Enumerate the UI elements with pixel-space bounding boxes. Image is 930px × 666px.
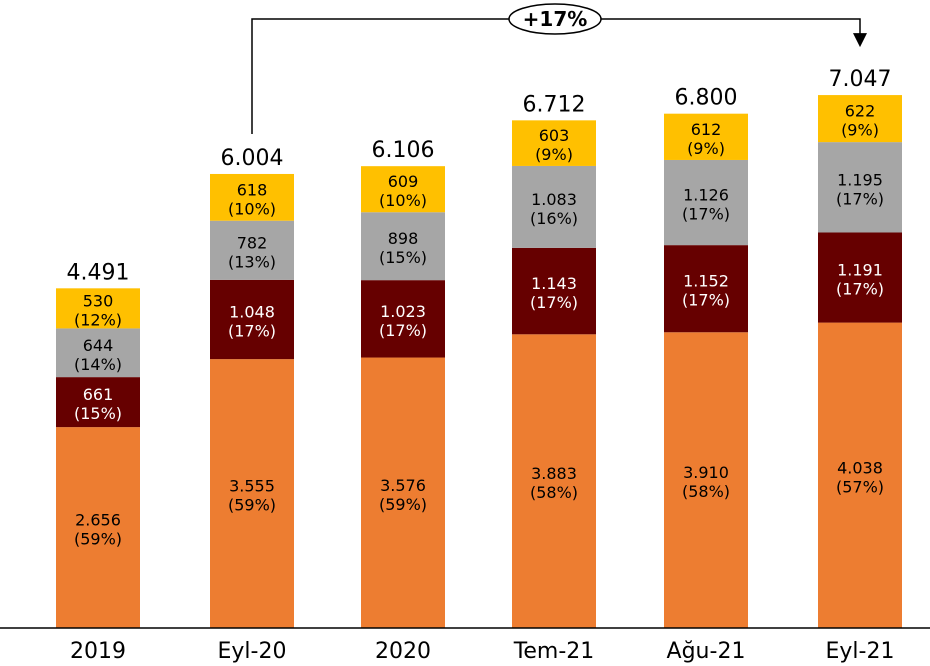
bar-segment bbox=[56, 288, 140, 329]
data-label-value: 3.910 bbox=[683, 463, 729, 482]
data-label-value: 603 bbox=[539, 126, 570, 145]
data-label-share: (59%) bbox=[379, 495, 427, 514]
data-label-share: (13%) bbox=[228, 252, 276, 271]
data-label-share: (17%) bbox=[228, 321, 276, 340]
data-label-value: 1.126 bbox=[683, 186, 729, 205]
growth-label: +17% bbox=[523, 7, 588, 31]
data-label-value: 1.152 bbox=[683, 272, 729, 291]
data-label-share: (58%) bbox=[682, 482, 730, 501]
data-label-value: 1.191 bbox=[837, 261, 883, 280]
category-label: Tem-21 bbox=[513, 639, 595, 664]
category-label: 2020 bbox=[375, 639, 431, 664]
category-label: Eyl-20 bbox=[218, 639, 287, 664]
bar-segment bbox=[664, 113, 748, 160]
bar-segment bbox=[361, 212, 445, 281]
data-label-share: (17%) bbox=[682, 291, 730, 310]
bar-segment bbox=[210, 173, 294, 221]
data-label-value: 1.083 bbox=[531, 190, 577, 209]
data-label-share: (17%) bbox=[836, 280, 884, 299]
data-label-value: 4.038 bbox=[837, 458, 883, 477]
data-label-value: 530 bbox=[83, 291, 114, 310]
data-label-value: 898 bbox=[388, 229, 419, 248]
bar-segment bbox=[210, 359, 294, 628]
category-label: 2019 bbox=[70, 639, 126, 664]
data-label-share: (17%) bbox=[530, 293, 578, 312]
bar-segment bbox=[818, 142, 902, 233]
total-label: 6.800 bbox=[675, 86, 738, 111]
data-label-value: 612 bbox=[691, 120, 722, 139]
bar-segment bbox=[361, 280, 445, 358]
bar-segment bbox=[512, 247, 596, 335]
bar-segment bbox=[361, 166, 445, 213]
data-label-share: (10%) bbox=[228, 199, 276, 218]
bar-segment bbox=[818, 95, 902, 143]
data-label-share: (16%) bbox=[530, 209, 578, 228]
data-label-share: (15%) bbox=[74, 404, 122, 423]
bar-segment bbox=[512, 165, 596, 248]
data-label-share: (57%) bbox=[836, 477, 884, 496]
data-label-share: (9%) bbox=[841, 121, 879, 140]
bar-segment bbox=[664, 159, 748, 246]
data-label-share: (10%) bbox=[379, 191, 427, 210]
data-label-share: (17%) bbox=[682, 205, 730, 224]
bar-segment bbox=[56, 328, 140, 378]
total-label: 4.491 bbox=[67, 260, 130, 285]
bar-segment bbox=[664, 245, 748, 333]
bar-segment bbox=[56, 427, 140, 628]
data-label-share: (59%) bbox=[228, 496, 276, 515]
bar-segment bbox=[56, 377, 140, 428]
category-label: Eyl-21 bbox=[826, 639, 895, 664]
total-label: 6.106 bbox=[372, 138, 435, 163]
data-label-value: 1.048 bbox=[229, 302, 275, 321]
bar-segment bbox=[361, 357, 445, 628]
total-label: 6.004 bbox=[221, 146, 284, 171]
growth-arrow-head bbox=[853, 33, 867, 48]
data-label-share: (12%) bbox=[74, 310, 122, 329]
data-label-share: (59%) bbox=[74, 530, 122, 549]
data-label-share: (58%) bbox=[530, 483, 578, 502]
data-label-value: 644 bbox=[83, 336, 114, 355]
data-label-value: 1.023 bbox=[380, 302, 426, 321]
bar-segment bbox=[512, 334, 596, 628]
data-label-share: (17%) bbox=[836, 189, 884, 208]
data-label-value: 3.883 bbox=[531, 464, 577, 483]
data-label-share: (9%) bbox=[687, 139, 725, 158]
total-label: 6.712 bbox=[523, 92, 586, 117]
data-label-share: (15%) bbox=[379, 248, 427, 267]
data-label-share: (9%) bbox=[535, 145, 573, 164]
bar-segment bbox=[210, 220, 294, 280]
data-label-value: 661 bbox=[83, 385, 114, 404]
total-label: 7.047 bbox=[829, 67, 892, 92]
growth-badge bbox=[508, 3, 602, 35]
bar-segment bbox=[818, 232, 902, 323]
category-label: Ağu-21 bbox=[667, 639, 746, 664]
bar-segment bbox=[512, 120, 596, 166]
data-label-value: 1.143 bbox=[531, 274, 577, 293]
data-label-share: (14%) bbox=[74, 355, 122, 374]
data-label-share: (17%) bbox=[379, 321, 427, 340]
data-label-value: 618 bbox=[237, 180, 268, 199]
bar-segment bbox=[664, 332, 748, 628]
data-label-value: 782 bbox=[237, 233, 268, 252]
data-label-value: 1.195 bbox=[837, 170, 883, 189]
data-label-value: 622 bbox=[845, 102, 876, 121]
data-label-value: 3.576 bbox=[380, 476, 426, 495]
data-label-value: 3.555 bbox=[229, 477, 275, 496]
data-label-value: 609 bbox=[388, 172, 419, 191]
data-label-value: 2.656 bbox=[75, 511, 121, 530]
bar-segment bbox=[818, 322, 902, 628]
bar-segment bbox=[210, 279, 294, 360]
